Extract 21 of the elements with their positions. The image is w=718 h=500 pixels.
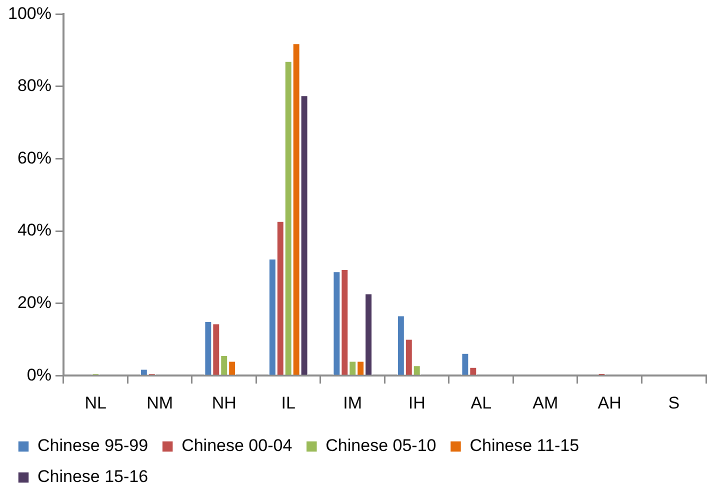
y-tick-label: 80% bbox=[17, 76, 52, 96]
x-tick-label: AL bbox=[470, 393, 492, 412]
x-tick-label: S bbox=[668, 393, 680, 412]
x-tick-label: NM bbox=[146, 393, 174, 412]
x-tick-label: NH bbox=[212, 393, 236, 412]
legend-label: Chinese 00-04 bbox=[182, 436, 292, 456]
y-tick-label: 40% bbox=[17, 220, 52, 240]
x-tick-label: IM bbox=[343, 393, 362, 412]
legend-label: Chinese 95-99 bbox=[38, 436, 148, 456]
y-tick-label: 20% bbox=[17, 293, 52, 312]
legend-label: Chinese 11-15 bbox=[470, 436, 580, 456]
y-tick-label: 100% bbox=[8, 4, 52, 23]
y-tick-label: 0% bbox=[26, 365, 52, 384]
y-tick-label: 60% bbox=[17, 148, 52, 168]
x-tick-label: IH bbox=[408, 393, 426, 412]
x-tick-label: AH bbox=[598, 393, 622, 412]
legend-label: Chinese 15-16 bbox=[38, 467, 148, 486]
x-tick-label: AM bbox=[532, 393, 558, 412]
legend-label: Chinese 05-10 bbox=[326, 436, 436, 456]
x-tick-label: NL bbox=[84, 393, 106, 412]
x-tick-label: IL bbox=[281, 393, 296, 412]
